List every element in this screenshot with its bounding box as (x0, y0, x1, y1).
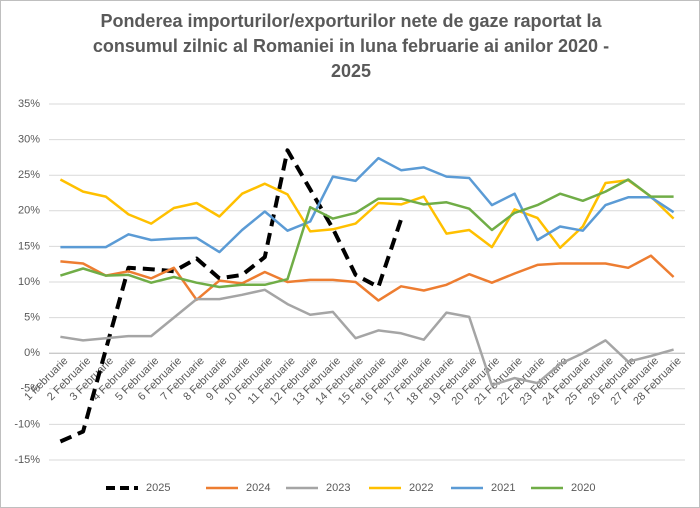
chart-title: Ponderea importurilor/exporturilor nete … (92, 11, 610, 81)
y-tick-label: 35% (18, 98, 40, 110)
legend-label: 2024 (246, 482, 270, 494)
y-tick-label: 25% (18, 169, 40, 181)
series-line (59, 148, 403, 444)
y-tick-label: 10% (18, 276, 40, 288)
y-tick-label: -5% (20, 383, 40, 395)
y-tick-label: 30% (18, 134, 40, 146)
series-line (60, 156, 675, 254)
y-tick-label: 20% (18, 205, 40, 217)
series-line (60, 288, 674, 387)
y-tick-label: -15% (14, 454, 40, 466)
legend-label: 2023 (326, 482, 350, 494)
y-tick-label: 15% (18, 240, 40, 252)
legend-label: 2021 (491, 482, 515, 494)
y-tick-label: 0% (24, 347, 40, 359)
series-line (59, 178, 675, 250)
legend-label: 2025 (146, 482, 170, 494)
series-line (60, 178, 674, 289)
series-line (60, 254, 675, 302)
legend-label: 2022 (409, 482, 433, 494)
legend-label: 2020 (571, 482, 595, 494)
y-tick-label: -10% (14, 418, 40, 430)
y-tick-label: 5% (24, 312, 40, 324)
